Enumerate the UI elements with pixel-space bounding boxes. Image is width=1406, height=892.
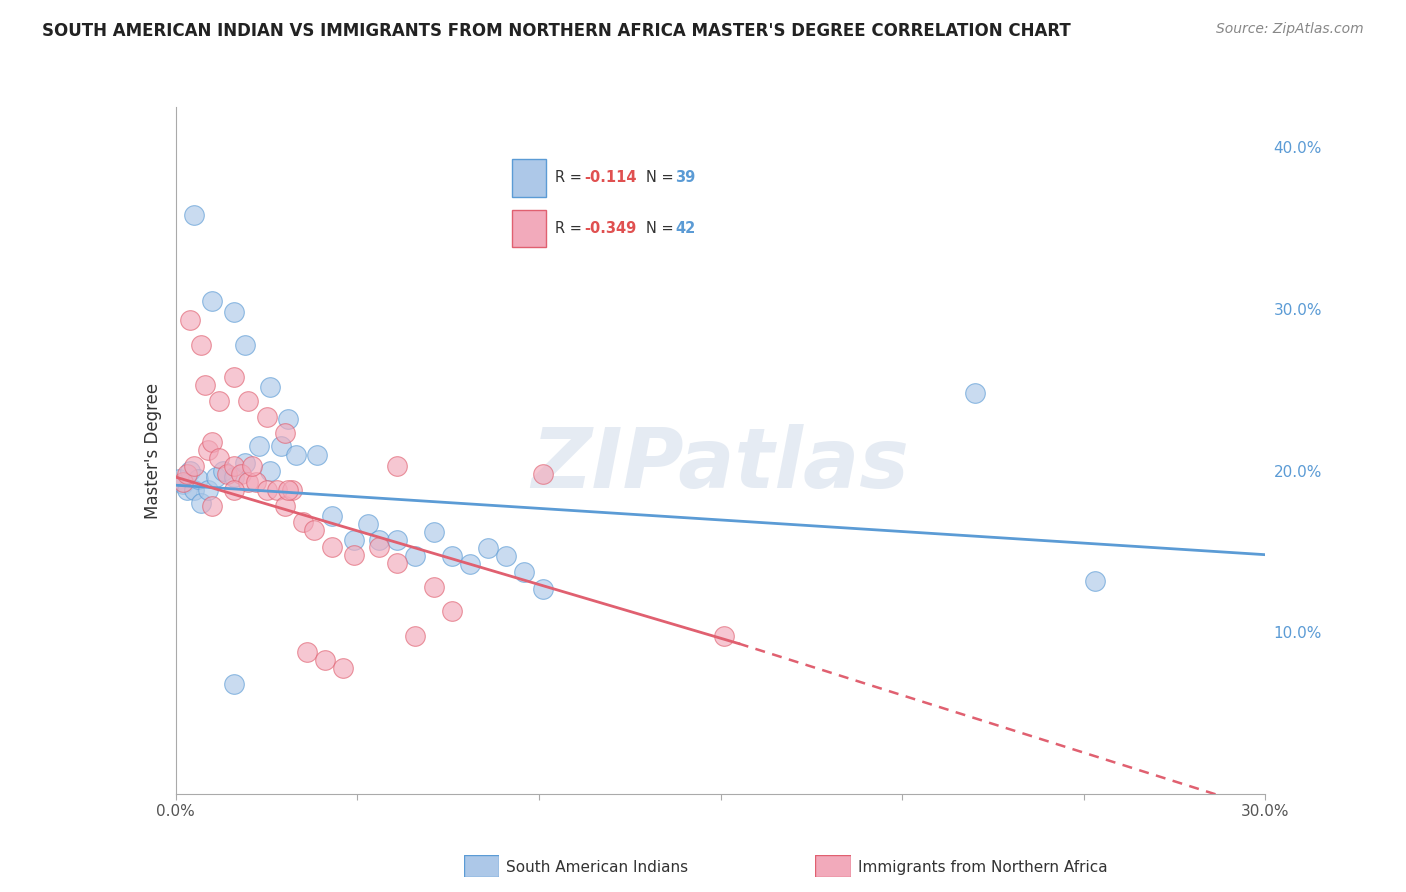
Point — [314, 653, 336, 667]
Point — [240, 458, 263, 473]
Point — [284, 448, 307, 462]
Point — [204, 470, 226, 484]
Point — [343, 533, 366, 548]
Point — [222, 305, 245, 319]
Point — [245, 475, 267, 489]
Point — [422, 524, 444, 539]
Point — [422, 580, 444, 594]
Point — [513, 566, 536, 580]
Y-axis label: Master's Degree: Master's Degree — [143, 383, 162, 518]
Point — [212, 464, 235, 478]
Point — [713, 628, 735, 642]
Text: 42: 42 — [675, 221, 696, 236]
Point — [387, 556, 409, 570]
Point — [247, 439, 270, 453]
Point — [233, 337, 256, 351]
Point — [963, 386, 986, 401]
Point — [440, 549, 463, 564]
Point — [1084, 574, 1107, 588]
Point — [259, 379, 281, 393]
Point — [231, 467, 253, 481]
Point — [259, 464, 281, 478]
Point — [277, 483, 299, 497]
Text: R =: R = — [555, 170, 586, 186]
Point — [222, 370, 245, 384]
Text: Immigrants from Northern Africa: Immigrants from Northern Africa — [858, 861, 1108, 875]
Point — [274, 500, 297, 514]
Bar — [512, 210, 546, 247]
Text: -0.114: -0.114 — [583, 170, 637, 186]
Point — [343, 548, 366, 562]
Text: SOUTH AMERICAN INDIAN VS IMMIGRANTS FROM NORTHERN AFRICA MASTER'S DEGREE CORRELA: SOUTH AMERICAN INDIAN VS IMMIGRANTS FROM… — [42, 22, 1071, 40]
Point — [531, 467, 554, 481]
Point — [190, 337, 212, 351]
Text: N =: N = — [647, 221, 679, 236]
Text: R =: R = — [555, 221, 586, 236]
Text: -0.349: -0.349 — [583, 221, 637, 236]
Point — [194, 378, 217, 392]
Point — [332, 661, 354, 675]
Point — [387, 458, 409, 473]
Point — [281, 483, 304, 497]
Point — [179, 313, 201, 327]
Point — [197, 442, 219, 457]
Point — [302, 524, 325, 538]
Point — [307, 448, 329, 462]
Point — [172, 475, 194, 489]
Point — [477, 541, 499, 556]
Point — [201, 293, 224, 308]
Point — [169, 472, 191, 486]
Point — [233, 456, 256, 470]
Point — [201, 500, 224, 514]
Point — [256, 483, 278, 497]
Point — [172, 476, 194, 491]
Point — [183, 208, 205, 222]
Point — [215, 467, 238, 481]
Point — [208, 450, 231, 465]
Text: 39: 39 — [675, 170, 696, 186]
Point — [222, 470, 245, 484]
Point — [266, 483, 288, 497]
Point — [295, 645, 318, 659]
Point — [197, 483, 219, 497]
Point — [183, 458, 205, 473]
Point — [179, 464, 201, 478]
Point — [176, 467, 198, 481]
Point — [440, 604, 463, 618]
Text: ZIPatlas: ZIPatlas — [531, 424, 910, 505]
Point — [321, 508, 343, 523]
Point — [321, 540, 343, 554]
Point — [208, 394, 231, 409]
Point — [176, 483, 198, 497]
Point — [238, 475, 260, 489]
Point — [274, 426, 297, 441]
Point — [190, 496, 212, 510]
Point — [368, 540, 391, 554]
Point — [405, 549, 427, 564]
Text: South American Indians: South American Indians — [506, 861, 689, 875]
Point — [201, 434, 224, 449]
Point — [186, 472, 209, 486]
Point — [291, 516, 314, 530]
Point — [458, 558, 481, 572]
Point — [256, 410, 278, 425]
Point — [277, 412, 299, 426]
Point — [222, 483, 245, 497]
Point — [531, 582, 554, 596]
Point — [387, 533, 409, 548]
Point — [405, 628, 427, 642]
Bar — [512, 160, 546, 196]
Point — [368, 533, 391, 548]
Point — [238, 394, 260, 409]
Text: Source: ZipAtlas.com: Source: ZipAtlas.com — [1216, 22, 1364, 37]
Point — [183, 483, 205, 497]
Point — [357, 516, 380, 531]
Point — [270, 439, 292, 453]
Text: N =: N = — [647, 170, 679, 186]
Point — [495, 549, 517, 564]
Point — [222, 677, 245, 691]
Point — [222, 458, 245, 473]
